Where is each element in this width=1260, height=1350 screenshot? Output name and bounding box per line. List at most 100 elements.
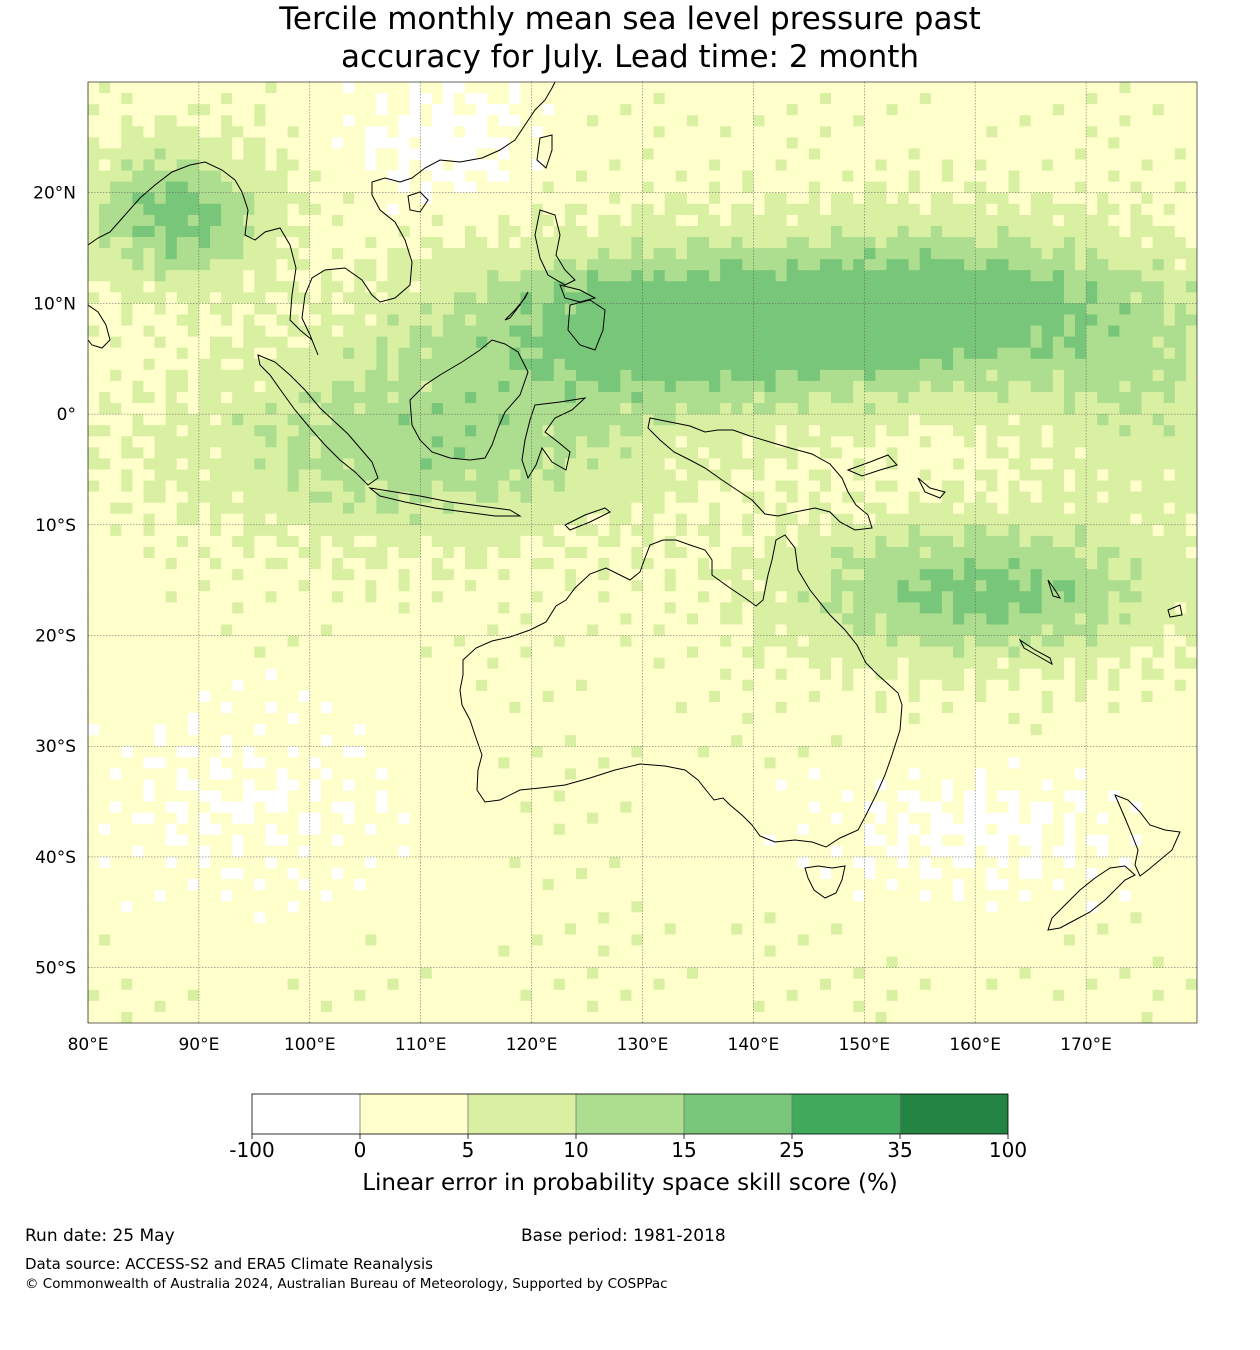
field-cell — [320, 447, 333, 459]
field-cell — [365, 82, 377, 94]
field-cell — [365, 403, 377, 415]
field-cell — [509, 491, 521, 504]
field-cell — [709, 203, 721, 216]
field-cell — [143, 403, 155, 415]
field-cell — [198, 591, 211, 603]
field-cell — [99, 569, 111, 581]
field-cell — [653, 690, 666, 703]
field-cell — [487, 912, 499, 924]
field-cell — [587, 436, 599, 448]
field-cell — [697, 391, 710, 404]
field-cell — [720, 181, 732, 194]
field-cell — [697, 159, 710, 171]
field-cell — [476, 701, 488, 714]
field-cell — [520, 447, 532, 459]
field-cell — [620, 259, 632, 271]
field-cell — [132, 613, 144, 625]
field-cell — [553, 403, 566, 415]
field-cell — [598, 746, 610, 758]
field-cell — [398, 856, 411, 869]
field-cell — [431, 436, 444, 448]
field-cell — [132, 735, 144, 747]
field-cell — [675, 447, 688, 459]
field-cell — [453, 203, 466, 216]
field-cell — [287, 203, 300, 216]
field-cell — [531, 624, 544, 636]
field-cell — [609, 491, 621, 504]
field-cell — [498, 790, 510, 802]
field-cell — [465, 469, 477, 481]
field-cell — [487, 203, 499, 216]
field-cell — [542, 281, 555, 293]
field-cell — [232, 613, 244, 625]
field-cell — [409, 724, 422, 736]
field-cell — [531, 104, 544, 116]
field-cell — [598, 613, 610, 625]
field-cell — [354, 701, 366, 714]
field-cell — [697, 812, 710, 825]
field-cell — [276, 569, 289, 581]
field-cell — [154, 613, 167, 625]
field-cell — [731, 137, 743, 149]
field-cell — [343, 901, 355, 913]
field-cell — [442, 236, 455, 249]
field-cell — [442, 458, 455, 470]
field-cell — [110, 856, 122, 869]
field-cell — [132, 790, 144, 802]
field-cell — [686, 303, 699, 315]
field-cell — [409, 148, 422, 160]
field-cell — [387, 724, 399, 736]
field-cell — [88, 148, 100, 160]
field-cell — [598, 137, 610, 149]
field-cell — [542, 890, 555, 902]
field-cell — [709, 391, 721, 404]
field-cell — [320, 480, 333, 493]
field-cell — [232, 480, 244, 493]
field-cell — [365, 225, 377, 238]
field-cell — [198, 469, 211, 481]
field-cell — [398, 425, 411, 437]
field-cell — [453, 480, 466, 493]
field-cell — [320, 148, 333, 160]
field-cell — [187, 823, 200, 836]
field-cell — [631, 890, 643, 902]
field-cell — [254, 436, 266, 448]
field-cell — [121, 890, 133, 902]
field-cell — [487, 137, 499, 149]
field-cell — [575, 823, 588, 836]
field-cell — [320, 115, 333, 127]
field-cell — [587, 259, 599, 271]
field-cell — [232, 535, 244, 548]
field-cell — [620, 967, 632, 980]
field-cell — [387, 779, 399, 791]
field-cell — [542, 170, 555, 183]
field-cell — [254, 1000, 266, 1013]
field-cell — [564, 657, 577, 670]
field-cell — [697, 414, 710, 426]
field-cell — [298, 358, 311, 371]
field-cell — [343, 823, 355, 836]
field-cell — [720, 646, 732, 659]
field-cell — [476, 1011, 488, 1023]
field-cell — [365, 801, 377, 814]
field-cell — [198, 569, 211, 581]
field-cell — [476, 668, 488, 681]
field-cell — [110, 469, 122, 481]
field-cell — [686, 945, 699, 957]
field-cell — [642, 690, 654, 703]
field-cell — [564, 281, 577, 293]
field-cell — [675, 104, 688, 116]
field-cell — [575, 369, 588, 382]
field-cell — [509, 989, 521, 1002]
field-cell — [132, 901, 144, 913]
field-cell — [409, 591, 422, 603]
field-cell — [110, 425, 122, 437]
field-cell — [398, 868, 411, 880]
field-cell — [587, 159, 599, 171]
field-cell — [121, 358, 133, 371]
field-cell — [198, 535, 211, 548]
field-cell — [232, 104, 244, 116]
field-cell — [520, 314, 532, 326]
field-cell — [653, 1011, 666, 1023]
field-cell — [254, 602, 266, 614]
